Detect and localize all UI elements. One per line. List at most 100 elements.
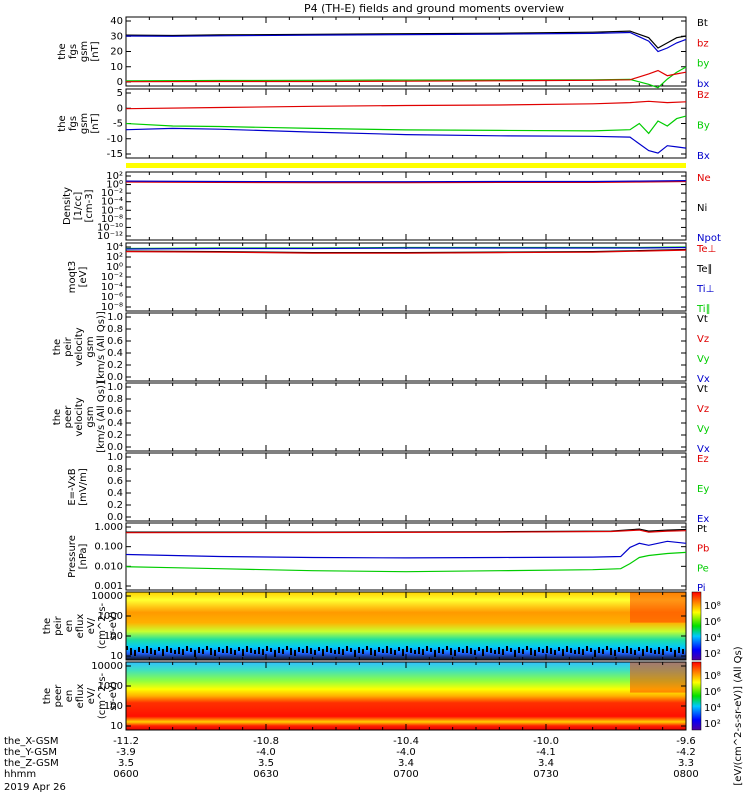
- spectrogram-noise-mark: [190, 648, 192, 652]
- colorbar-tick-label: 10⁸: [704, 671, 721, 682]
- spectrogram-noise-mark: [342, 649, 344, 655]
- spectrogram-noise-mark: [490, 648, 492, 653]
- x-axis-date: 2019 Apr 26: [4, 782, 66, 793]
- y-tick-label: 30: [110, 31, 123, 42]
- y-axis-label: peer: [53, 684, 64, 708]
- y-axis-label: gsm: [85, 336, 96, 357]
- colorbar-gradient: [691, 661, 702, 731]
- spectrogram-noise-mark: [138, 647, 140, 652]
- x-axis-value: -4.0: [396, 747, 416, 758]
- colorbar-tick-label: 10²: [704, 649, 721, 660]
- x-axis-value: -4.1: [536, 747, 556, 758]
- y-tick-label: 0.4: [107, 348, 123, 359]
- y-tick-label: 1.0: [107, 452, 123, 463]
- spectrogram-noise-mark: [530, 648, 532, 655]
- spectrogram-noise-mark: [574, 650, 576, 654]
- spectrogram-noise-mark: [662, 649, 664, 655]
- y-tick-label: 10000: [91, 661, 123, 672]
- y-tick-label: 10000: [91, 591, 123, 602]
- spectrogram-noise-mark: [526, 646, 528, 650]
- colorbar-peer_spec: 10⁸ 10⁶ 10⁴ 10² [eV/(cm^2-s-sr-eV)] (All Qs): [691, 646, 744, 786]
- y-tick-label: 10⁰: [106, 262, 123, 273]
- y-axis-label: gsm: [79, 113, 90, 134]
- spectrogram-noise-mark: [622, 649, 624, 653]
- series-line-density-1: [125, 180, 687, 184]
- legend-fgs_btot-0: Bt: [697, 18, 708, 29]
- y-axis-label: [cm-3]: [84, 189, 95, 222]
- legend-fgs_btot-2: by: [697, 59, 709, 70]
- spectrogram-noise-mark: [178, 647, 180, 654]
- spectrogram-noise-mark: [206, 646, 208, 650]
- y-axis-label: velocity: [74, 397, 85, 436]
- colorbar-tick-label: 10⁶: [704, 687, 721, 698]
- spectrogram-noise-mark: [486, 646, 488, 652]
- x-axis-value: 3.5: [258, 758, 274, 769]
- colorbar-peir_spec: 10⁸ 10⁶ 10⁴ 10²: [691, 591, 721, 661]
- series-line-fgs_btot-0: [125, 30, 687, 49]
- y-tick-label: 0.8: [107, 324, 123, 335]
- spectrogram-noise-mark: [510, 648, 512, 652]
- y-tick-label: 10²: [106, 171, 123, 182]
- spectrogram-noise-mark: [242, 649, 244, 656]
- x-axis-row-label: hhmm: [4, 769, 36, 780]
- spectrogram-noise-mark: [274, 650, 276, 657]
- y-tick-label: 0.6: [107, 476, 123, 487]
- y-tick-label: 10⁻⁴: [101, 197, 123, 208]
- panel-frame: [125, 382, 687, 452]
- y-tick-label: -10: [107, 134, 123, 145]
- spectrogram-noise-mark: [522, 649, 524, 654]
- spectrogram-noise-mark: [546, 646, 548, 653]
- spectrogram-noise-mark: [442, 649, 444, 654]
- spectrogram-noise-mark: [582, 649, 584, 655]
- y-axis-label: the: [57, 43, 68, 59]
- legend-density-2: Npot: [697, 233, 721, 244]
- y-tick-label: -5: [113, 119, 123, 130]
- spectrogram-noise-mark: [350, 648, 352, 652]
- spectrogram-noise-mark: [222, 649, 224, 653]
- legend-peir_velocity-2: Vy: [697, 354, 710, 365]
- spectrogram-noise-mark: [270, 648, 272, 652]
- y-tick-label: 100: [104, 631, 123, 642]
- y-tick-label: 1.000: [94, 522, 123, 533]
- y-tick-label: 0.100: [94, 542, 123, 553]
- spectrogram-noise-mark: [390, 648, 392, 654]
- spectrogram-noise-mark: [214, 650, 216, 656]
- spectrogram-noise-mark: [158, 647, 160, 651]
- panel-frame: [125, 16, 687, 87]
- y-tick-label: 0.2: [107, 360, 123, 371]
- y-tick-label: -15: [107, 149, 123, 160]
- y-tick-label: 10⁻⁸: [101, 214, 123, 225]
- x-axis-row-label: the_Y-GSM: [4, 747, 57, 758]
- spectrogram-noise-mark: [302, 649, 304, 653]
- spectrogram-noise-mark: [234, 650, 236, 655]
- spectrogram-noise-mark: [566, 646, 568, 652]
- spectrogram-noise-mark: [374, 650, 376, 656]
- spectrogram-noise-mark: [494, 650, 496, 654]
- spectrogram-noise-mark: [578, 647, 580, 654]
- spectrogram-noise-mark: [658, 647, 660, 654]
- spectrogram-noise-mark: [218, 647, 220, 652]
- legend-fgs_gsm-2: Bx: [697, 151, 710, 162]
- panel-peer_velocity: 1.00.80.60.40.20.0 the peer velocity gsm [km/…: [52, 381, 710, 455]
- spectrogram-noise-mark: [462, 649, 464, 653]
- y-axis-label: [mV/m]: [78, 468, 89, 506]
- spectrogram-noise-mark: [650, 648, 652, 653]
- spectrogram-noise-mark: [318, 647, 320, 651]
- spectrogram-noise-mark: [562, 649, 564, 656]
- colorbar-tick-label: 10⁶: [704, 617, 721, 628]
- y-axis-label: the: [42, 618, 53, 634]
- spectrogram-noise-mark: [338, 647, 340, 654]
- series-line-fgs_btot-1: [125, 31, 687, 53]
- spectrogram-noise-mark: [326, 646, 328, 652]
- spectrogram-noise-mark: [310, 648, 312, 654]
- spectrogram-noise-mark: [414, 650, 416, 654]
- y-axis-label: velocity: [74, 327, 85, 366]
- spectrogram-enhancement: [630, 662, 686, 693]
- panel-peer_spec: 10⁸ 10⁶ 10⁴ 10² [eV/(cm^2-s-sr-eV)] (All Qs)…: [42, 646, 744, 785]
- spectrogram-noise-mark: [370, 648, 372, 655]
- legend-fgs_gsm-0: Bz: [697, 90, 709, 101]
- spectrogram-noise-mark: [654, 650, 656, 654]
- spectrogram-enhancement: [630, 592, 686, 623]
